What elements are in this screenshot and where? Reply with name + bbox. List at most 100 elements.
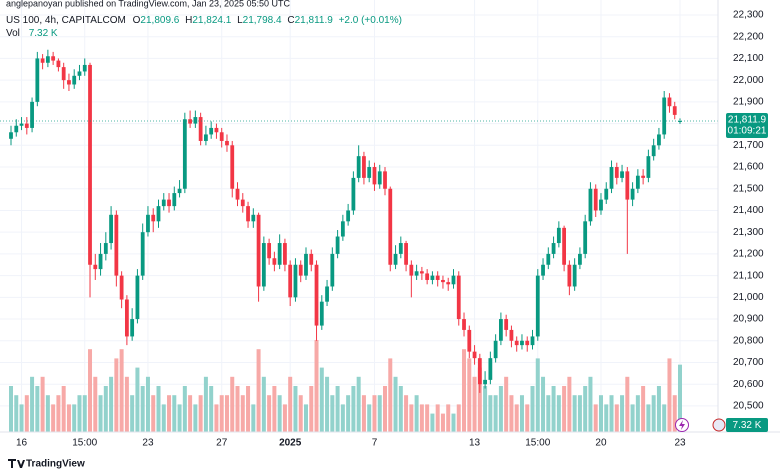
candle-body <box>362 156 366 178</box>
candle-body <box>367 167 372 178</box>
volume-layer <box>8 340 683 432</box>
y-tick-label: 22,300 <box>733 10 764 21</box>
published-note: anglepanoyan published on TradingView.co… <box>6 0 291 8</box>
volume-bar <box>167 395 172 432</box>
flag-icon[interactable] <box>712 418 726 432</box>
y-tick-label: 20,800 <box>733 335 764 346</box>
volume-name: Vol <box>6 28 20 39</box>
volume-bar <box>188 395 193 432</box>
candle-body <box>167 199 171 207</box>
volume-bar <box>588 376 593 432</box>
candle-body <box>556 227 561 244</box>
volume-bar <box>272 386 277 432</box>
x-tick-label: 23 <box>142 438 154 449</box>
volume-bar <box>451 413 456 432</box>
volume-bar <box>56 395 61 432</box>
volume-bar <box>261 376 266 432</box>
volume-bar <box>198 395 203 432</box>
volume-bar <box>277 395 282 432</box>
volume-bar <box>604 404 609 432</box>
candle-body <box>504 319 509 330</box>
candle-body <box>435 275 440 280</box>
price-tag <box>726 112 768 138</box>
candle-body <box>114 214 119 276</box>
axis-layer: 20,500 20,600 20,700 20,800 20,900 21,000 21,1… <box>0 10 768 449</box>
volume-bar <box>124 376 129 432</box>
volume-bar <box>346 395 351 432</box>
candle-body <box>61 67 66 81</box>
x-tick-label: 16 <box>16 438 28 449</box>
volume-bar <box>151 395 156 432</box>
candle-body <box>609 167 614 189</box>
y-tick-label: 21,000 <box>733 292 764 303</box>
volume-bar <box>630 404 635 432</box>
candle-body <box>256 214 261 287</box>
candle-body <box>446 282 451 285</box>
candle-body <box>93 264 98 270</box>
volume-bar <box>483 386 488 432</box>
volume-bar <box>477 367 482 432</box>
candle-body <box>30 101 34 128</box>
candle-body <box>9 132 13 139</box>
volume-bar <box>651 395 656 432</box>
candle-body <box>551 243 556 254</box>
volume-bar <box>193 404 198 432</box>
candle-body <box>67 80 71 85</box>
candle-body <box>535 275 540 337</box>
candle-body <box>546 253 551 265</box>
volume-bar <box>430 413 435 432</box>
candle-body <box>614 167 619 178</box>
volume-bar <box>656 386 661 432</box>
volume-bar <box>230 376 235 432</box>
candle-body <box>98 253 103 270</box>
volume-bar <box>425 404 430 432</box>
volume-bar <box>372 395 377 432</box>
volume-bar <box>440 413 445 432</box>
candle-body <box>493 340 498 359</box>
y-tick-label: 21,600 <box>733 162 764 173</box>
x-tick-label: 20 <box>595 438 607 449</box>
candle-body <box>451 275 456 285</box>
candle-body <box>19 123 24 126</box>
candle-body <box>657 134 661 146</box>
volume-bar <box>398 386 403 432</box>
volume-bar <box>309 386 314 432</box>
candle-body <box>472 351 477 359</box>
candle-body <box>635 175 640 189</box>
candle-body <box>641 175 646 178</box>
candle-body <box>588 188 593 222</box>
volume-bar <box>409 404 414 432</box>
footer <box>0 452 780 470</box>
candle-body <box>314 264 319 326</box>
candle-body <box>124 299 129 337</box>
candle-body <box>430 275 435 280</box>
volume-bar <box>40 376 45 432</box>
volume-bar <box>298 395 303 432</box>
x-tick-label: 23 <box>674 438 686 449</box>
volume-bar <box>246 386 251 432</box>
legend-value: 21,824.1 <box>192 15 231 26</box>
volume-bar <box>577 395 582 432</box>
volume-bar <box>562 386 567 432</box>
volume-bar <box>641 386 646 432</box>
volume-bar <box>303 404 308 432</box>
volume-bar <box>145 376 150 432</box>
volume-bar <box>567 376 572 432</box>
candle-body <box>672 106 677 115</box>
volume-bar <box>240 395 245 432</box>
candle-body <box>298 264 303 276</box>
candle-body <box>72 75 77 85</box>
volume-bar <box>135 367 140 432</box>
volume-bar <box>93 376 98 432</box>
volume-bar <box>535 358 540 432</box>
candle-body <box>267 243 272 259</box>
candle-body <box>377 171 382 185</box>
candle-body <box>14 125 19 133</box>
candle-body <box>177 188 182 194</box>
event-icon-bolt <box>679 420 685 430</box>
candle-body <box>204 134 208 141</box>
candle-body <box>667 97 672 107</box>
volume-bar <box>267 395 272 432</box>
volume-bar <box>609 395 614 432</box>
y-tick-label: 21,700 <box>733 140 764 151</box>
